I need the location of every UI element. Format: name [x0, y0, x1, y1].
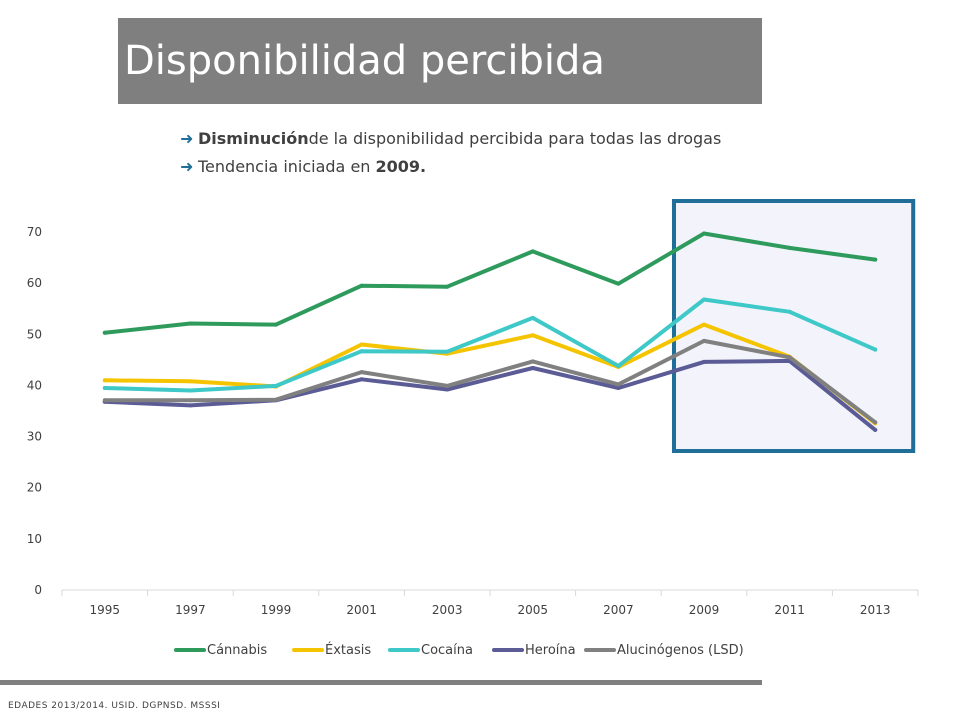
- x-tick-label: 2009: [689, 603, 720, 617]
- x-tick-label: 2011: [774, 603, 805, 617]
- data-point: [873, 257, 878, 262]
- data-point: [616, 281, 621, 286]
- data-point: [702, 359, 706, 364]
- data-point: [188, 388, 193, 393]
- data-point: [787, 309, 792, 314]
- data-point: [102, 378, 107, 383]
- series-line: [102, 297, 878, 393]
- bullet-2-bold: 2009.: [375, 156, 427, 176]
- data-point: [616, 382, 621, 387]
- bullet-item-1: ➜ Disminución de la disponibilidad perci…: [180, 124, 840, 152]
- y-tick-label: 10: [27, 532, 42, 546]
- data-point: [530, 249, 535, 254]
- data-point: [359, 377, 364, 382]
- highlight-box: [672, 199, 916, 453]
- data-point: [530, 333, 535, 338]
- legend-item: Heroína: [492, 643, 576, 658]
- x-tick-label: 1999: [261, 603, 292, 617]
- data-point: [873, 427, 878, 432]
- x-tick-label: 2013: [860, 603, 891, 617]
- x-tick-label: 1997: [175, 603, 206, 617]
- footer-rule: [0, 680, 762, 685]
- data-point: [702, 297, 706, 302]
- data-point: [188, 403, 193, 408]
- data-point: [616, 363, 621, 368]
- data-point: [274, 397, 278, 402]
- y-tick-label: 20: [27, 481, 42, 495]
- data-point: [702, 322, 706, 327]
- legend-item: Cocaína: [388, 643, 473, 658]
- data-point: [102, 385, 107, 390]
- legend-label: Heroína: [525, 643, 576, 658]
- data-point: [702, 338, 706, 343]
- x-tick-label: 2007: [603, 603, 634, 617]
- data-point: [445, 383, 450, 388]
- legend-label: Alucinógenos (LSD): [617, 643, 744, 658]
- data-point: [873, 420, 878, 425]
- data-point: [359, 342, 364, 347]
- x-tick-label: 2001: [346, 603, 377, 617]
- legend-item: Alucinógenos (LSD): [584, 643, 744, 658]
- data-point: [530, 366, 535, 371]
- data-point: [873, 347, 878, 352]
- data-point: [702, 231, 706, 236]
- data-point: [530, 359, 535, 364]
- bullet-list: ➜ Disminución de la disponibilidad perci…: [180, 124, 840, 180]
- y-tick-label: 60: [27, 276, 42, 290]
- series-line: [102, 231, 878, 335]
- legend-label: Cocaína: [421, 643, 473, 658]
- data-point: [445, 349, 450, 354]
- footer-source: EDADES 2013/2014. USID. DGPNSD. MSSSI: [8, 701, 221, 711]
- data-point: [787, 355, 792, 360]
- data-point: [787, 245, 792, 250]
- x-tick-label: 2003: [432, 603, 463, 617]
- data-point: [274, 322, 278, 327]
- title-bar: [0, 18, 762, 104]
- right-arrow-icon: ➜: [180, 156, 194, 176]
- bullet-2-text: Tendencia iniciada en: [198, 156, 371, 176]
- line-chart: 1995 1997 1999 2001 2003 2005 2007 2009 2011 2013…: [27, 199, 919, 658]
- data-point: [102, 398, 107, 403]
- series-line: [102, 338, 878, 425]
- data-point: [445, 284, 450, 289]
- bullet-1-bold: Disminución: [198, 128, 309, 148]
- data-point: [188, 379, 193, 384]
- series-line: [102, 358, 878, 432]
- data-point: [359, 283, 364, 288]
- data-point: [188, 398, 193, 403]
- right-arrow-icon: ➜: [180, 128, 194, 148]
- y-tick-label: 40: [27, 378, 42, 392]
- slide-title: Disponibilidad percibida: [124, 38, 605, 84]
- data-point: [445, 387, 450, 392]
- y-tick-label: 0: [34, 583, 42, 597]
- x-tick-label: 1995: [90, 603, 121, 617]
- bullet-item-2: ➜ Tendencia iniciada en 2009.: [180, 152, 840, 180]
- data-point: [359, 349, 364, 354]
- bullet-1-text: de la disponibilidad percibida para toda…: [308, 128, 722, 148]
- data-point: [274, 383, 278, 388]
- data-point: [530, 315, 535, 320]
- legend-label: Cánnabis: [207, 643, 267, 658]
- y-tick-label: 70: [27, 225, 42, 239]
- data-point: [616, 385, 621, 390]
- y-tick-label: 30: [27, 430, 42, 444]
- legend-label: Éxtasis: [325, 642, 371, 658]
- y-tick-label: 50: [27, 327, 42, 341]
- series-line: [102, 322, 878, 426]
- legend-item: Éxtasis: [292, 642, 371, 658]
- title-bar-notch: [0, 18, 118, 104]
- data-point: [102, 330, 107, 335]
- data-point: [188, 321, 193, 326]
- data-point: [359, 370, 364, 375]
- x-tick-label: 2005: [518, 603, 549, 617]
- legend-item: Cánnabis: [174, 643, 267, 658]
